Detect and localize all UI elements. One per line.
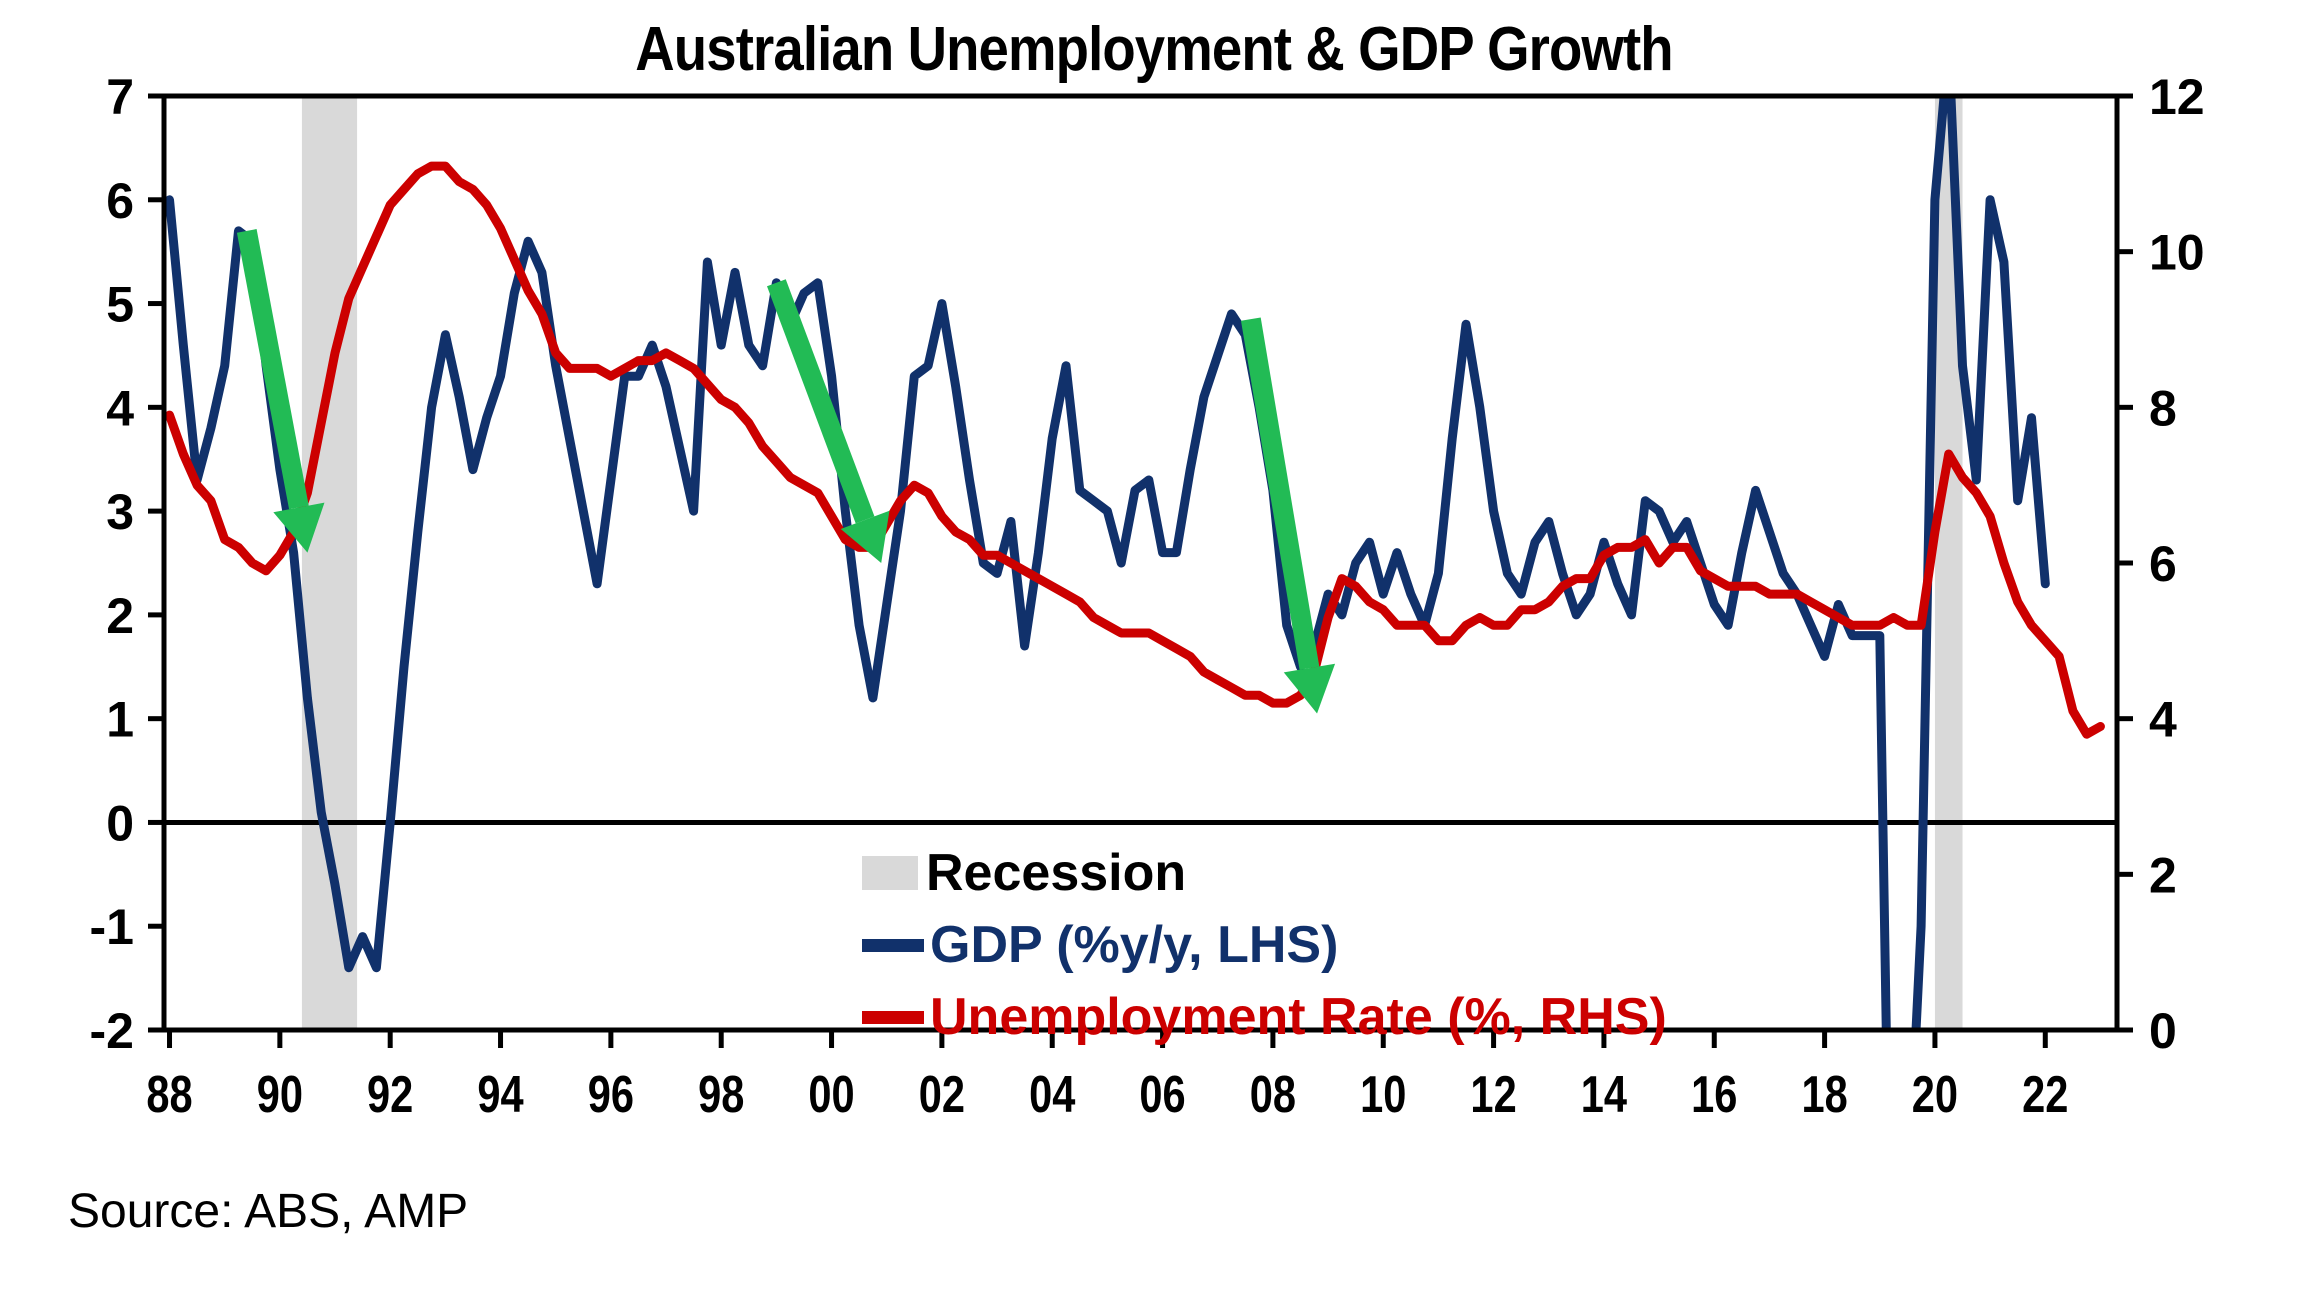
x-axis-tick-label: 04 <box>1029 1065 1075 1124</box>
x-axis-tick-label: 12 <box>1470 1065 1516 1124</box>
x-axis-tick-label: 08 <box>1250 1065 1296 1124</box>
left-axis-tick-label: -1 <box>90 899 134 955</box>
legend-item-gdp: GDP (%y/y, LHS) <box>862 914 1667 976</box>
unemployment-series-line <box>165 161 2105 739</box>
left-axis-tick-label: 0 <box>106 795 134 851</box>
x-axis-tick-label: 16 <box>1691 1065 1737 1124</box>
right-axis-tick-label: 0 <box>2149 1003 2177 1059</box>
right-axis-tick-label: 10 <box>2149 225 2205 281</box>
x-axis-tick-label: 06 <box>1139 1065 1185 1124</box>
x-axis-tick-label: 88 <box>146 1065 192 1124</box>
right-axis-tick-label: 8 <box>2149 380 2177 436</box>
left-axis-tick-label: 7 <box>106 69 134 125</box>
series-group <box>165 96 2105 1030</box>
source-note: Source: ABS, AMP <box>68 1185 469 1238</box>
x-axis-tick-label: 14 <box>1581 1065 1627 1124</box>
recession-swatch-icon <box>862 856 918 890</box>
arrow-shaft <box>767 279 875 524</box>
left-axis-tick-label: 2 <box>106 588 134 644</box>
arrow-head-icon <box>840 510 890 563</box>
left-axis-tick-label: 4 <box>106 380 134 436</box>
legend-item-recession: Recession <box>862 842 1667 904</box>
x-axis-tick-label: 94 <box>477 1065 523 1124</box>
x-axis-tick-label: 10 <box>1360 1065 1406 1124</box>
arrow-shaft <box>236 229 309 510</box>
x-axis-tick-label: 02 <box>919 1065 965 1124</box>
arrow-shaft <box>1240 317 1320 670</box>
left-axis-tick-label: 6 <box>106 173 134 229</box>
x-axis-tick-label: 00 <box>808 1065 854 1124</box>
trend-arrow <box>1240 317 1336 714</box>
x-axis-tick-label: 92 <box>367 1065 413 1124</box>
legend-label-unemployment: Unemployment Rate (%, RHS) <box>930 988 1667 1046</box>
right-axis-tick-label: 4 <box>2149 692 2177 748</box>
trend-arrow <box>236 229 325 553</box>
recession-band <box>301 96 358 1030</box>
left-axis-tick-label: -2 <box>90 1003 134 1059</box>
x-axis-tick-label: 22 <box>2022 1065 2068 1124</box>
arrow-head-icon <box>1283 663 1336 714</box>
gdp-line-swatch-icon <box>862 938 924 952</box>
right-axis-tick-label: 6 <box>2149 536 2177 592</box>
right-axis-tick-label: 12 <box>2149 69 2205 125</box>
left-axis-tick-label: 1 <box>106 692 134 748</box>
gdp-series-line <box>165 96 2050 1030</box>
left-axis-tick-label: 3 <box>106 484 134 540</box>
x-axis-tick-label: 96 <box>588 1065 634 1124</box>
x-axis-tick-label: 20 <box>1912 1065 1958 1124</box>
chart-legend: Recession GDP (%y/y, LHS) Unemployment R… <box>862 842 1667 1058</box>
x-axis-tick-label: 18 <box>1801 1065 1847 1124</box>
x-axis-tick-label: 90 <box>257 1065 303 1124</box>
legend-label-recession: Recession <box>926 844 1187 902</box>
unemployment-line-swatch-icon <box>862 1010 924 1024</box>
legend-item-unemployment: Unemployment Rate (%, RHS) <box>862 986 1667 1048</box>
x-axis-tick-label: 98 <box>698 1065 744 1124</box>
legend-label-gdp: GDP (%y/y, LHS) <box>930 916 1339 974</box>
left-axis-tick-label: 5 <box>106 277 134 333</box>
right-axis-tick-label: 2 <box>2149 847 2177 903</box>
chart-title: Australian Unemployment & GDP Growth <box>635 15 1673 84</box>
arrow-head-icon <box>273 502 325 553</box>
trend-arrow <box>767 279 890 563</box>
